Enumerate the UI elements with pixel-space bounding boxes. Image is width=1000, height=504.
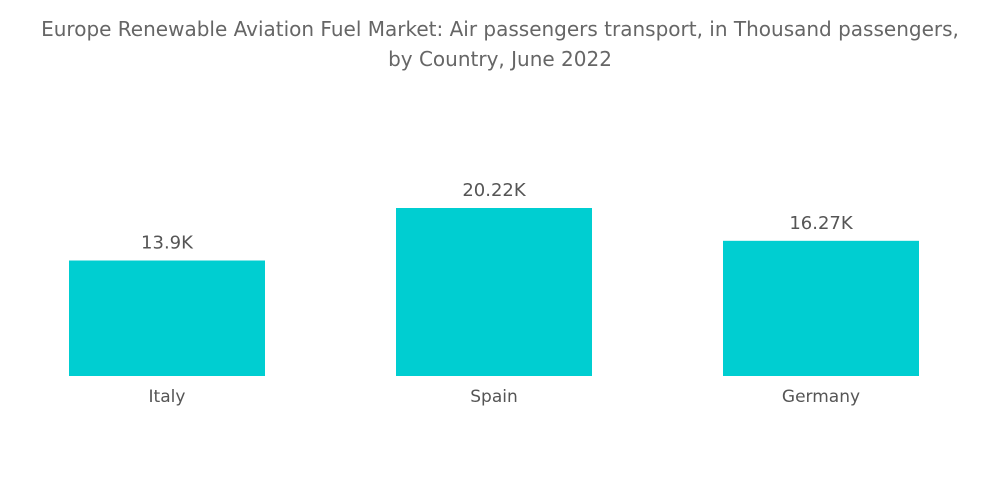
chart-title-line-1: Europe Renewable Aviation Fuel Market: A…: [41, 17, 959, 41]
category-label-germany: Germany: [782, 387, 860, 407]
bar-spain: [396, 208, 592, 376]
data-label-italy: 13.9K: [141, 233, 194, 254]
data-label-spain: 20.22K: [462, 180, 527, 201]
data-label-germany: 16.27K: [789, 213, 854, 234]
bar-germany: [723, 240, 919, 376]
chart-title: Europe Renewable Aviation Fuel Market: A…: [0, 14, 1000, 74]
category-label-spain: Spain: [470, 387, 518, 407]
chart-title-line-2: by Country, June 2022: [388, 47, 612, 71]
bar-italy: [69, 260, 265, 376]
category-label-italy: Italy: [149, 387, 186, 407]
